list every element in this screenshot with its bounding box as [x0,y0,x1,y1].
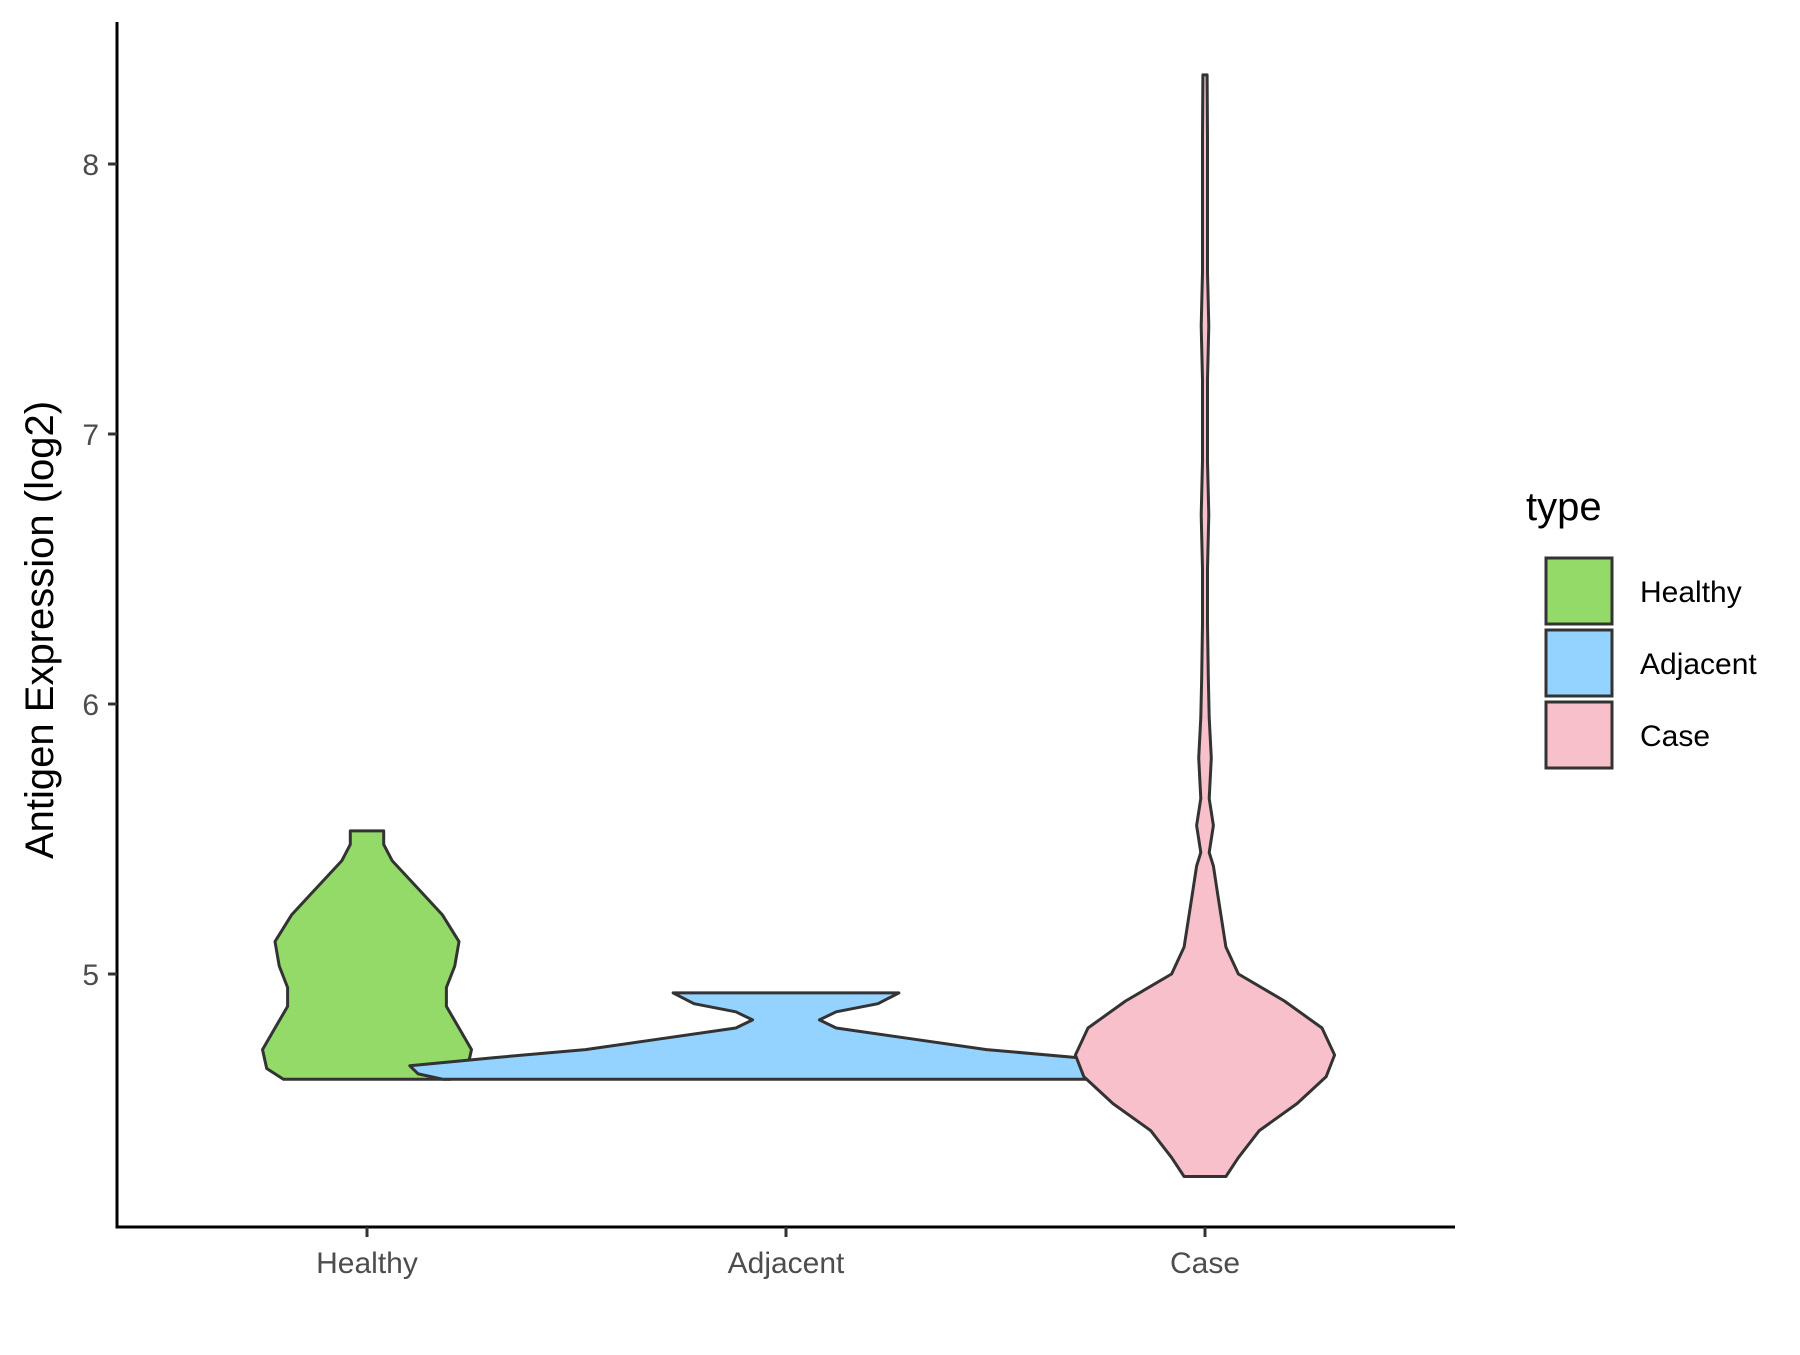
y-tick-label: 8 [82,149,99,182]
y-tick-label: 5 [82,959,99,992]
legend-title: type [1526,485,1602,529]
plot-area [261,73,1337,1178]
x-tick-label: Healthy [316,1247,418,1280]
y-tick-label: 6 [82,689,99,722]
legend-label-case: Case [1640,720,1710,753]
legend-label-adjacent: Adjacent [1640,648,1757,681]
violin-adjacent [408,991,1164,1081]
legend-label-healthy: Healthy [1640,576,1742,609]
y-tick-label: 7 [82,419,99,452]
axes: 5 6 7 8 Healthy Adjacent Case [82,22,1455,1280]
violin-healthy [261,829,473,1081]
legend-swatch-adjacent [1544,628,1614,698]
legend-swatch-healthy [1544,556,1614,626]
legend: type Healthy Adjacent Case [1526,485,1757,770]
x-tick-label: Adjacent [728,1247,845,1280]
legend-swatch-case [1544,700,1614,770]
x-tick-label: Case [1170,1247,1240,1280]
y-axis-title: Antigen Expression (log2) [18,401,62,859]
violin-case [1073,73,1337,1178]
